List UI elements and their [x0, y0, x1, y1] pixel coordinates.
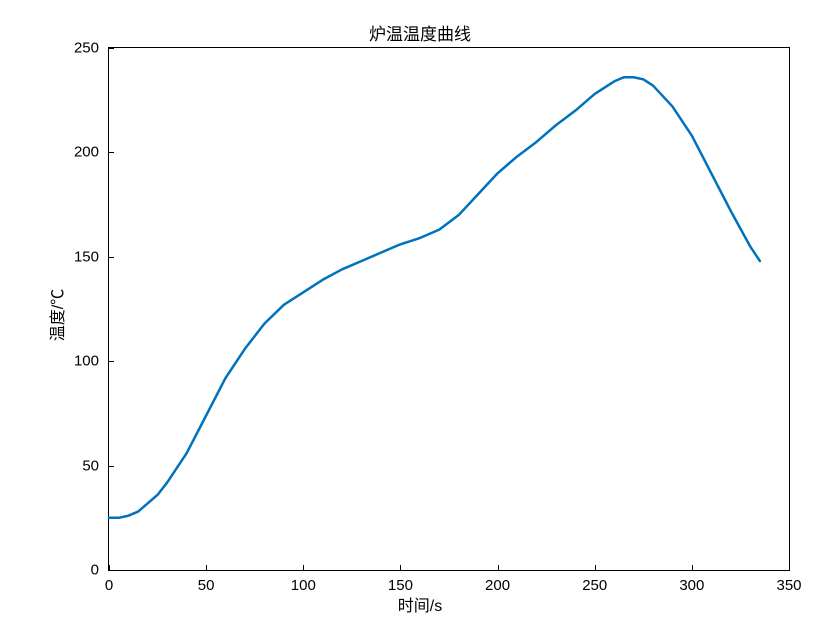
x-tick-label: 50 [198, 577, 215, 594]
y-tick-label: 200 [74, 144, 99, 161]
y-tick-mark [108, 257, 114, 258]
y-tick-mark [108, 466, 114, 467]
y-tick-label: 250 [74, 40, 99, 57]
x-tick-mark [206, 565, 207, 571]
x-tick-label: 250 [582, 577, 607, 594]
y-tick-label: 50 [82, 457, 99, 474]
x-axis-label: 时间/s [0, 592, 840, 616]
y-tick-mark [108, 361, 114, 362]
x-tick-label: 100 [291, 577, 316, 594]
x-tick-mark [789, 565, 790, 571]
y-tick-label: 150 [74, 248, 99, 265]
y-tick-label: 100 [74, 353, 99, 370]
y-axis-label: 温度/℃ [44, 289, 68, 341]
x-tick-mark [400, 565, 401, 571]
y-tick-mark [108, 48, 114, 49]
y-tick-label: 0 [91, 562, 99, 579]
x-tick-mark [498, 565, 499, 571]
chart-title: 炉温温度曲线 [0, 20, 840, 45]
chart-container: 炉温温度曲线 温度/℃ 时间/s 05010015020025030035005… [0, 0, 840, 630]
x-tick-label: 350 [776, 577, 801, 594]
plot-area: 050100150200250300350050100150200250 [108, 47, 790, 571]
x-tick-label: 200 [485, 577, 510, 594]
x-tick-mark [692, 565, 693, 571]
x-tick-label: 300 [679, 577, 704, 594]
x-tick-mark [595, 565, 596, 571]
x-tick-label: 0 [105, 577, 113, 594]
x-tick-label: 150 [388, 577, 413, 594]
x-tick-mark [303, 565, 304, 571]
y-tick-mark [108, 570, 114, 571]
temperature-curve [109, 48, 789, 570]
y-tick-mark [108, 152, 114, 153]
